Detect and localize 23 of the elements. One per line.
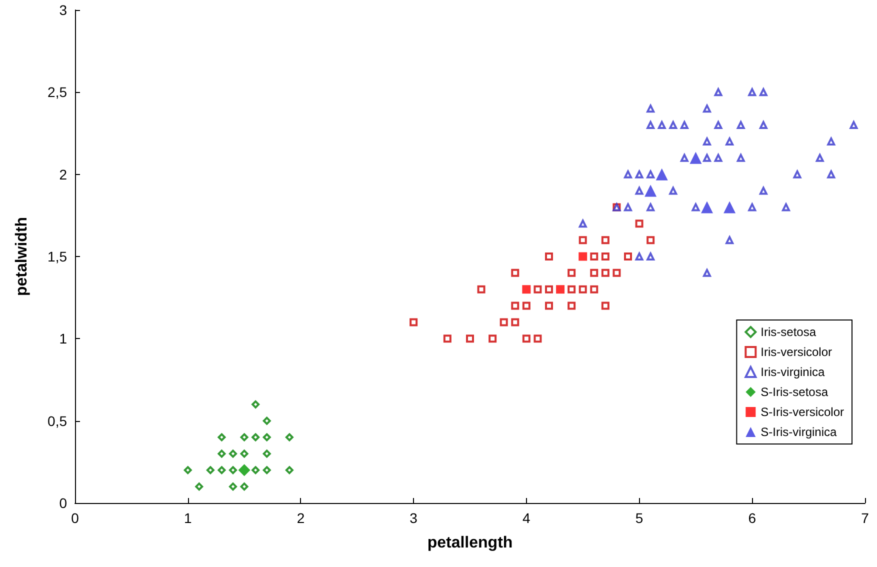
y-tick-label: 3 — [59, 2, 68, 18]
x-tick-label: 3 — [410, 510, 418, 526]
legend-label: Iris-setosa — [760, 325, 816, 339]
legend-label: S-Iris-versicolor — [760, 405, 844, 419]
legend-label: Iris-virginica — [760, 365, 825, 379]
legend-label: S-Iris-setosa — [760, 385, 828, 399]
y-tick-label: 0 — [59, 495, 68, 511]
y-axis-title: petalwidth — [14, 216, 30, 296]
y-tick-label: 1,5 — [48, 248, 68, 264]
y-tick-label: 2 — [59, 166, 68, 182]
y-tick-label: 0,5 — [48, 412, 68, 429]
x-tick-label: 1 — [184, 510, 192, 526]
x-tick-label: 5 — [635, 510, 644, 526]
x-tick-label: 6 — [748, 510, 756, 526]
x-tick-label: 7 — [861, 510, 870, 526]
legend-label: Iris-versicolor — [760, 345, 832, 359]
legend-label: S-Iris-virginica — [760, 425, 837, 439]
y-tick-label: 1 — [59, 330, 68, 347]
x-tick-label: 4 — [522, 510, 531, 526]
x-tick-label: 2 — [296, 510, 305, 526]
x-axis-title: petallength — [427, 534, 513, 552]
y-tick-label: 2,5 — [48, 84, 68, 100]
x-tick-label: 0 — [71, 510, 80, 526]
